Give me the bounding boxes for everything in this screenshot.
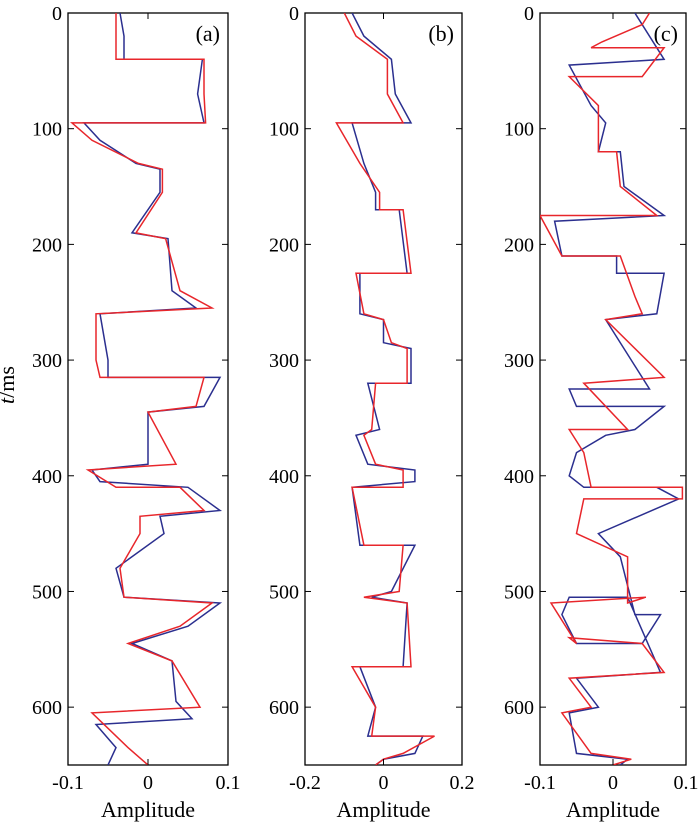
panel-b-series-blue [351,13,424,765]
panel-b-xtick-label: -0.2 [289,772,321,794]
panel-c-label: (c) [654,21,678,46]
panel-a-xtick-label: 0.1 [216,772,241,794]
panel-a-ytick-label: 100 [32,119,62,141]
panel-a-ytick-label: 500 [32,581,62,603]
panel-c-ytick-label: 200 [504,234,534,256]
panel-b-ytick-label: 500 [269,581,299,603]
panel-c-series-red [540,13,684,765]
panel-c-xtick-label: 0.1 [674,772,699,794]
panel-a-series-blue [82,13,223,765]
panels: -0.1 0 0.10100200300400500600Amplitude(a)-… [32,3,699,822]
panel-c-ytick-label: 500 [504,581,534,603]
panel-b-label: (b) [428,21,454,46]
panel-a-series-red [69,13,215,765]
panel-b-frame [304,12,463,766]
y-axis-label-rest: /ms [0,366,19,398]
panel-b-series-red [335,13,435,765]
panel-a-ytick-label: 400 [32,466,62,488]
panel-a-label: (a) [196,21,220,46]
panel-a-xlabel: Amplitude [101,797,195,822]
panel-c-xlabel: Amplitude [566,797,660,822]
panel-b-ytick-label: 300 [269,350,299,372]
panel-b-xtick-label: 0.2 [450,772,475,794]
panel-b-xlabel: Amplitude [336,797,430,822]
svg-text:t/ms: t/ms [0,366,19,404]
panel-b-ytick-label: 100 [269,119,299,141]
panel-b-ytick-label: 400 [269,466,299,488]
panel-c-ytick-label: 300 [504,350,534,372]
panel-c-xtick-label: -0.1 [524,772,556,794]
y-axis-label-italic: t [0,397,19,404]
panel-a-ytick-label: 0 [52,3,62,25]
panel-c-xtick-label: 0 [608,772,618,794]
panel-a-xtick-label: 0 [143,772,153,794]
panel-a-xtick-label: -0.1 [52,772,84,794]
panel-c-ytick-label: 600 [504,697,534,719]
panel-a-ytick-label: 300 [32,350,62,372]
panel-c-ytick-label: 0 [524,3,534,25]
panel-c-series-blue [553,13,681,765]
panel-b-ytick-label: 600 [269,697,299,719]
panel-a-ytick-label: 200 [32,234,62,256]
panel-a: -0.1 0 0.1 0 100 200 300 400 500 600 Amplitude (a) [32,3,241,822]
panel-b-ytick-label: 0 [289,3,299,25]
panel-b-xtick-label: 0 [379,772,389,794]
y-axis-label: t/ms [0,366,19,404]
panel-b-ytick-label: 200 [269,234,299,256]
panel-c: -0.1 0 0.1 0 100 200 300 400 500 600 Amplitude (c) [504,3,699,822]
panel-a-ytick-label: 600 [32,697,62,719]
panel-b: -0.2 0 0.2 0 100 200 300 400 500 600 Amplitude (b) [269,3,475,822]
panel-c-ytick-label: 100 [504,119,534,141]
panel-c-ytick-label: 400 [504,466,534,488]
